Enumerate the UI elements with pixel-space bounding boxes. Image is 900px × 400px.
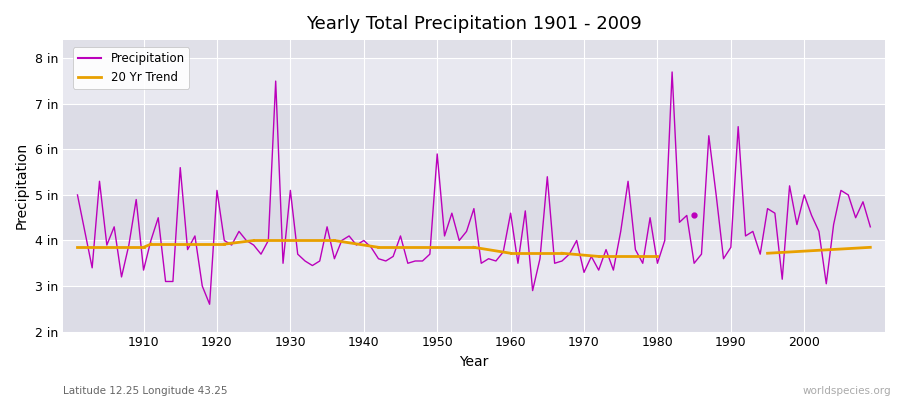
Title: Yearly Total Precipitation 1901 - 2009: Yearly Total Precipitation 1901 - 2009 (306, 15, 642, 33)
Bar (63, 58, 885, 104)
Bar (63, 286, 885, 332)
Y-axis label: Precipitation: Precipitation (15, 142, 29, 230)
Bar (63, 150, 885, 195)
Bar (63, 240, 885, 286)
Text: worldspecies.org: worldspecies.org (803, 386, 891, 396)
Legend: Precipitation, 20 Yr Trend: Precipitation, 20 Yr Trend (73, 48, 189, 89)
Bar (63, 195, 885, 240)
Bar (63, 104, 885, 150)
Text: Latitude 12.25 Longitude 43.25: Latitude 12.25 Longitude 43.25 (63, 386, 228, 396)
X-axis label: Year: Year (459, 355, 489, 369)
